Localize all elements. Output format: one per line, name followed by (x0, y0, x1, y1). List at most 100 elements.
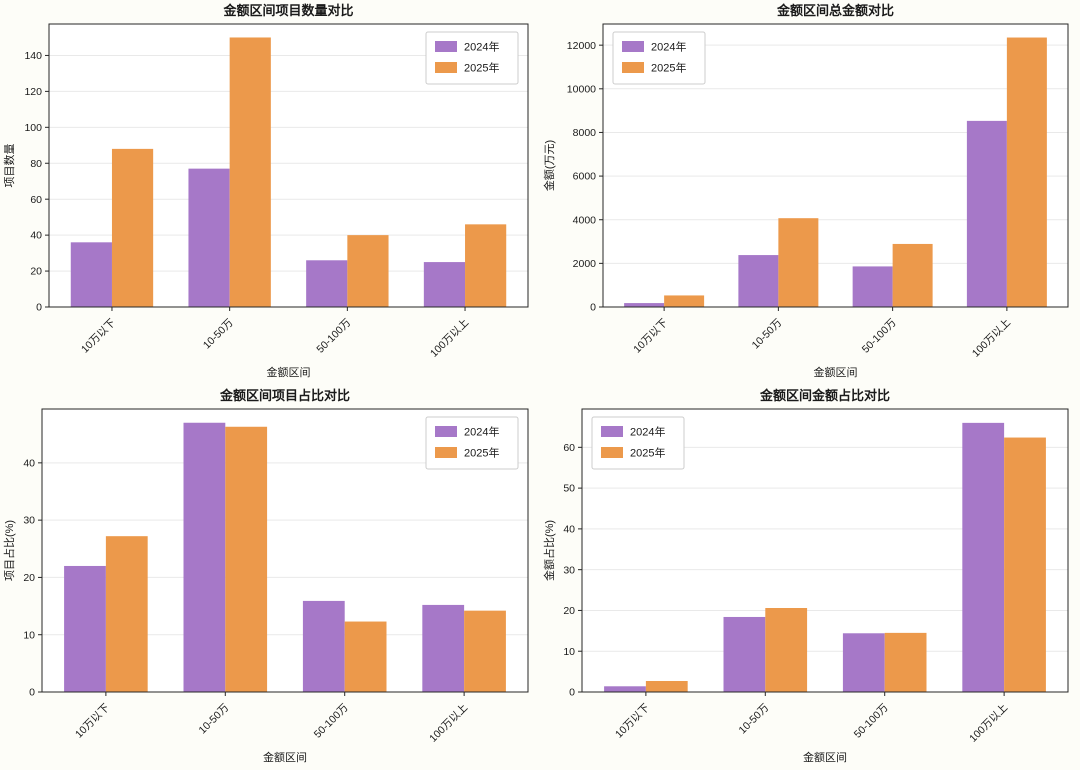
legend-label-2024年: 2024年 (464, 40, 499, 54)
bar-2025年-50-100万 (884, 632, 927, 692)
bar-2025年-100万以上 (1006, 37, 1047, 308)
y-tick-label: 6000 (573, 171, 597, 183)
y-tick-label: 12000 (567, 40, 596, 52)
x-tick-label: 10-50万 (737, 702, 772, 737)
chart-project-count: 0 20 40 60 80 100 120 140 10万以下 10-50万 50-100万 100万… (0, 0, 540, 385)
chart-title: 金额区间总金额对比 (776, 3, 894, 18)
bar-2025年-50-100万 (344, 621, 387, 692)
bar-2025年-10-50万 (765, 607, 808, 692)
x-tick-label: 10-50万 (201, 317, 236, 352)
x-tick-label: 50-100万 (852, 702, 891, 741)
legend-label-2025年: 2025年 (464, 61, 499, 75)
x-tick-label: 50-100万 (860, 317, 899, 356)
chart-title: 金额区间金额占比对比 (759, 388, 890, 403)
y-tick-label: 8000 (573, 127, 597, 139)
y-tick-label: 50 (563, 483, 575, 495)
bar-2024年-10万以下 (64, 565, 106, 692)
y-tick-label: 20 (30, 266, 42, 278)
x-axis-label: 金额区间 (814, 365, 858, 379)
legend-label-2025年: 2025年 (651, 61, 686, 75)
x-tick-label: 10-50万 (750, 317, 785, 352)
chart-amount-share: 0 10 20 30 40 50 60 10万以下 10-50万 50-100万 100万以上 金额区… (540, 385, 1080, 770)
bar-2024年-50-100万 (842, 633, 885, 692)
axes-spines (48, 23, 529, 308)
x-axis-label: 金额区间 (263, 750, 307, 764)
y-tick-label: 40 (563, 523, 575, 535)
y-tick-label: 80 (30, 158, 42, 170)
x-tick-label: 10万以下 (613, 702, 652, 741)
legend-box (591, 416, 685, 470)
legend-swatch-2024年 (601, 426, 623, 437)
y-tick-label: 10000 (567, 83, 596, 95)
bar-2025年-50-100万 (892, 243, 933, 307)
x-axis-label: 金额区间 (803, 750, 847, 764)
bar-2024年-10万以下 (70, 242, 112, 307)
legend: 2024年 2025年 (591, 416, 685, 470)
y-tick-label: 60 (563, 442, 575, 454)
bar-2024年-10-50万 (188, 168, 230, 307)
legend-label-2024年: 2024年 (464, 425, 499, 439)
bar-2024年-50-100万 (306, 260, 348, 307)
y-tick-label: 20 (23, 572, 35, 584)
bar-2024年-10万以下 (624, 303, 665, 307)
bar-2025年-10-50万 (229, 37, 271, 307)
bar-2024年-100万以上 (423, 262, 466, 307)
y-tick-label: 2000 (573, 258, 597, 270)
x-tick-label: 50-100万 (314, 317, 353, 356)
y-tick-label: 10 (563, 646, 575, 658)
legend: 2024年 2025年 (425, 416, 519, 470)
x-tick-label: 10-50万 (197, 702, 232, 737)
y-tick-label: 0 (590, 302, 596, 314)
legend-swatch-2024年 (435, 41, 457, 52)
chart-project-count-canvas: 0 20 40 60 80 100 120 140 10万以下 10-50万 50-100万 100万… (3, 3, 529, 379)
x-tick-label: 100万以上 (970, 317, 1013, 360)
x-tick-label: 100万以上 (427, 702, 470, 745)
legend: 2024年 2025年 (612, 31, 706, 85)
bar-2024年-50-100万 (852, 266, 893, 307)
legend-box (425, 416, 519, 470)
y-axis-label: 项目占比(%) (2, 520, 16, 581)
y-tick-label: 20 (563, 605, 575, 617)
chart-project-share: 0 10 20 30 40 10万以下 10-50万 50-100万 100万以上 金额区间项目占… (0, 385, 540, 770)
bar-2024年-100万以上 (966, 120, 1007, 307)
y-tick-label: 30 (563, 564, 575, 576)
y-axis-label: 金额占比(%) (542, 520, 556, 581)
bar-2024年-10-50万 (738, 255, 779, 307)
x-tick-label: 10万以下 (73, 702, 112, 741)
y-tick-label: 100 (24, 122, 42, 134)
legend-box (425, 31, 519, 85)
legend-swatch-2024年 (622, 41, 644, 52)
bar-2024年-100万以上 (962, 422, 1005, 692)
chart-total-amount-canvas: 0 2000 4000 6000 8000 10000 12000 10万以下 10-50万 50… (542, 3, 1069, 379)
y-tick-label: 0 (29, 687, 35, 699)
bar-2025年-100万以上 (1004, 437, 1046, 692)
chart-title: 金额区间项目占比对比 (219, 388, 350, 403)
y-tick-label: 0 (36, 302, 42, 314)
legend-label-2024年: 2024年 (630, 425, 665, 439)
legend: 2024年 2025年 (425, 31, 519, 85)
bar-2025年-10万以下 (105, 536, 148, 692)
bar-2025年-100万以上 (464, 610, 506, 692)
y-tick-label: 60 (30, 194, 42, 206)
chart-title: 金额区间项目数量对比 (222, 3, 353, 18)
x-tick-label: 50-100万 (312, 702, 351, 741)
legend-label-2024年: 2024年 (651, 40, 686, 54)
x-tick-label: 10万以下 (631, 317, 670, 356)
x-tick-label: 10万以下 (79, 317, 118, 356)
bar-2024年-10-50万 (183, 422, 226, 692)
bar-2025年-10万以下 (664, 295, 705, 307)
legend-label-2025年: 2025年 (630, 446, 665, 460)
legend-swatch-2024年 (435, 426, 457, 437)
y-tick-label: 0 (569, 687, 575, 699)
chart-total-amount: 0 2000 4000 6000 8000 10000 12000 10万以下 10-50万 50… (540, 0, 1080, 385)
y-tick-label: 140 (24, 50, 42, 62)
legend-swatch-2025年 (622, 62, 644, 73)
y-tick-label: 40 (30, 230, 42, 242)
y-tick-label: 10 (23, 629, 35, 641)
bar-2024年-10万以下 (604, 686, 646, 692)
bar-2025年-10-50万 (225, 426, 268, 692)
y-tick-label: 40 (23, 457, 35, 469)
